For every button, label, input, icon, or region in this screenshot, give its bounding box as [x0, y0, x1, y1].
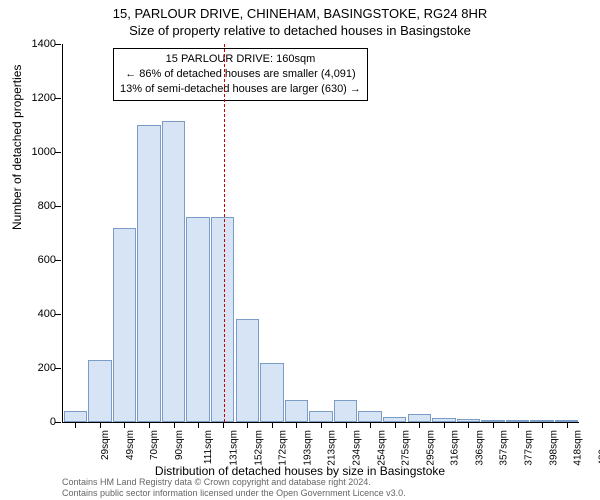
- credits-line1: Contains HM Land Registry data © Crown c…: [62, 477, 406, 487]
- x-tick: [346, 422, 347, 428]
- x-tick-label: 295sqm: [425, 430, 436, 466]
- x-tick: [419, 422, 420, 428]
- histogram-bar: [260, 363, 283, 422]
- x-tick: [174, 422, 175, 428]
- y-tick-label: 1200: [16, 92, 56, 104]
- y-tick-label: 1000: [16, 146, 56, 158]
- histogram-bar: [334, 400, 357, 422]
- reference-line: [224, 44, 225, 422]
- y-tick-label: 600: [16, 254, 56, 266]
- chart-title-subtitle: Size of property relative to detached ho…: [0, 23, 600, 40]
- x-tick-label: 418sqm: [573, 430, 584, 466]
- x-tick-label: 254sqm: [376, 430, 387, 466]
- x-tick: [468, 422, 469, 428]
- y-tick-label: 200: [16, 362, 56, 374]
- annotation-line1: 15 PARLOUR DRIVE: 160sqm: [120, 52, 361, 67]
- histogram-bar: [88, 360, 111, 422]
- histogram-bar: [211, 217, 234, 422]
- histogram-bar: [408, 414, 431, 422]
- x-tick: [493, 422, 494, 428]
- chart-title-address: 15, PARLOUR DRIVE, CHINEHAM, BASINGSTOKE…: [0, 0, 600, 23]
- x-tick-label: 377sqm: [524, 430, 535, 466]
- x-tick: [518, 422, 519, 428]
- y-tick-label: 0: [16, 416, 56, 428]
- plot-area: 15 PARLOUR DRIVE: 160sqm ← 86% of detach…: [62, 44, 579, 423]
- annotation-line3: 13% of semi-detached houses are larger (…: [120, 82, 361, 97]
- histogram-bar: [236, 319, 259, 422]
- x-tick-label: 29sqm: [100, 430, 111, 460]
- x-tick: [75, 422, 76, 428]
- y-tick-label: 1400: [16, 38, 56, 50]
- x-tick-label: 131sqm: [229, 430, 240, 466]
- x-tick-label: 90sqm: [174, 430, 185, 460]
- y-tick-label: 400: [16, 308, 56, 320]
- x-tick: [223, 422, 224, 428]
- x-tick-label: 70sqm: [149, 430, 160, 460]
- x-tick-label: 152sqm: [253, 430, 264, 466]
- x-tick-label: 234sqm: [352, 430, 363, 466]
- x-tick: [296, 422, 297, 428]
- histogram-bar: [309, 411, 332, 422]
- x-tick: [542, 422, 543, 428]
- x-tick-label: 193sqm: [302, 430, 313, 466]
- x-tick: [321, 422, 322, 428]
- x-tick-label: 172sqm: [278, 430, 289, 466]
- histogram-bar: [64, 411, 87, 422]
- y-tick-label: 800: [16, 200, 56, 212]
- histogram-bar: [137, 125, 160, 422]
- x-tick: [567, 422, 568, 428]
- x-tick-label: 336sqm: [474, 430, 485, 466]
- annotation-box: 15 PARLOUR DRIVE: 160sqm ← 86% of detach…: [113, 48, 368, 101]
- x-tick-label: 398sqm: [548, 430, 559, 466]
- credits: Contains HM Land Registry data © Crown c…: [62, 477, 406, 498]
- x-tick-label: 316sqm: [450, 430, 461, 466]
- x-tick: [370, 422, 371, 428]
- x-axis-label: Distribution of detached houses by size …: [0, 464, 600, 478]
- annotation-line2: ← 86% of detached houses are smaller (4,…: [120, 67, 361, 82]
- x-tick: [149, 422, 150, 428]
- x-tick: [198, 422, 199, 428]
- x-tick-label: 275sqm: [401, 430, 412, 466]
- histogram-bar: [285, 400, 308, 422]
- histogram-bar: [113, 228, 136, 422]
- x-tick: [444, 422, 445, 428]
- x-tick: [247, 422, 248, 428]
- x-tick-label: 213sqm: [327, 430, 338, 466]
- histogram-bar: [162, 121, 185, 422]
- x-tick-label: 111sqm: [203, 430, 214, 464]
- histogram-bar: [358, 411, 381, 422]
- x-tick: [100, 422, 101, 428]
- x-tick: [272, 422, 273, 428]
- chart-container: 15, PARLOUR DRIVE, CHINEHAM, BASINGSTOKE…: [0, 0, 600, 500]
- histogram-bar: [186, 217, 209, 422]
- x-tick-label: 357sqm: [499, 430, 510, 466]
- x-tick: [124, 422, 125, 428]
- credits-line2: Contains public sector information licen…: [62, 488, 406, 498]
- x-tick: [395, 422, 396, 428]
- x-tick-label: 49sqm: [125, 430, 136, 460]
